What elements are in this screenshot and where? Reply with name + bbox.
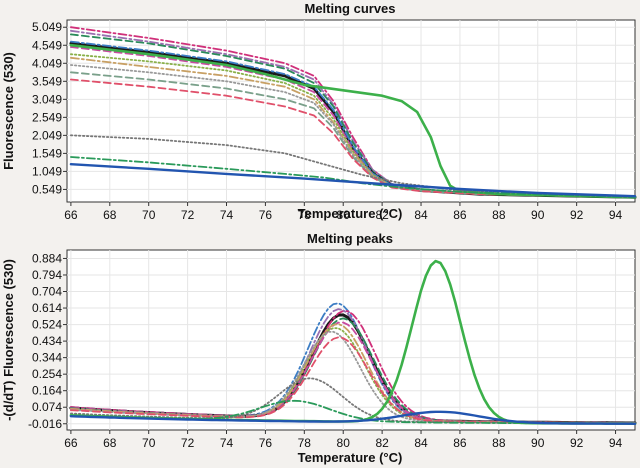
x-tick-label: 90 xyxy=(531,436,545,450)
series-line xyxy=(70,78,636,199)
x-tick-label: 82 xyxy=(375,436,389,450)
y-tick-label: 0.434 xyxy=(32,334,62,348)
y-tick-label: 4.049 xyxy=(32,56,62,70)
x-tick-label: 76 xyxy=(259,436,273,450)
x-tick-label: 92 xyxy=(570,436,584,450)
x-tick-label: 90 xyxy=(531,208,545,222)
x-tick-label: 88 xyxy=(492,208,506,222)
plot-area xyxy=(66,19,636,203)
y-tick-label: 5.049 xyxy=(32,20,62,34)
x-tick-label: 66 xyxy=(64,208,78,222)
x-tick-label: 92 xyxy=(570,208,584,222)
y-tick-label: -0.016 xyxy=(28,417,62,431)
y-tick-label: 0.164 xyxy=(32,384,62,398)
x-tick-label: 82 xyxy=(375,208,389,222)
y-axis-title: Fluorescence (530) xyxy=(1,52,16,170)
series-line xyxy=(69,163,637,198)
x-tick-label: 76 xyxy=(259,208,273,222)
y-tick-label: 1.549 xyxy=(32,146,62,160)
x-axis-ticks: 66 68 70 72 74 76 78 80 82 84 86 88 90 92 94 xyxy=(64,430,623,450)
y-tick-label: 0.549 xyxy=(32,182,62,196)
y-tick-label: 0.524 xyxy=(32,318,62,332)
x-tick-label: 80 xyxy=(337,208,351,222)
x-tick-label: 78 xyxy=(298,208,312,222)
x-tick-label: 70 xyxy=(142,208,156,222)
x-axis-title: Temperature (°C) xyxy=(298,206,403,221)
y-tick-label: 3.049 xyxy=(32,92,62,106)
y-axis-ticks: -0.016 0.074 0.164 0.254 0.344 0.434 0.524 0.61… xyxy=(28,251,67,431)
series-line xyxy=(70,134,636,199)
x-tick-label: 72 xyxy=(181,436,195,450)
y-tick-label: 0.344 xyxy=(32,351,62,365)
x-tick-label: 84 xyxy=(414,436,428,450)
y-tick-label: 0.704 xyxy=(32,285,62,299)
y-tick-label: 0.614 xyxy=(32,301,62,315)
y-tick-label: 0.884 xyxy=(32,251,62,265)
x-tick-label: 94 xyxy=(609,436,623,450)
y-tick-label: 4.549 xyxy=(32,38,62,52)
x-tick-label: 72 xyxy=(181,208,195,222)
x-tick-label: 70 xyxy=(142,436,156,450)
x-tick-label: 86 xyxy=(453,436,467,450)
y-axis-ticks: 0.549 1.049 1.549 2.049 2.549 3.049 3.549 4.049… xyxy=(32,20,67,196)
x-axis-ticks: 66 68 70 72 74 76 78 80 82 84 86 88 90 92 94 xyxy=(64,202,623,222)
chart-title: Melting peaks xyxy=(307,231,393,246)
y-tick-label: 0.254 xyxy=(32,367,62,381)
x-tick-label: 86 xyxy=(453,208,467,222)
y-axis-title: -(d/dT) Fluorescence (530) xyxy=(1,259,16,421)
y-tick-label: 2.049 xyxy=(32,128,62,142)
x-tick-label: 66 xyxy=(64,436,78,450)
series-line xyxy=(70,156,636,199)
x-tick-label: 74 xyxy=(220,436,234,450)
x-tick-label: 84 xyxy=(414,208,428,222)
y-tick-label: 2.549 xyxy=(32,110,62,124)
melting-curves-chart: Melting curves 66 68 70 72 74 76 78 80 82 84 86 88 9… xyxy=(1,1,637,222)
x-tick-label: 80 xyxy=(337,436,351,450)
series-group xyxy=(69,259,637,425)
x-tick-label: 74 xyxy=(220,208,234,222)
y-tick-label: 0.794 xyxy=(32,268,62,282)
y-tick-label: 0.074 xyxy=(32,400,62,414)
x-tick-label: 94 xyxy=(609,208,623,222)
x-tick-label: 78 xyxy=(298,436,312,450)
x-tick-label: 68 xyxy=(103,436,117,450)
y-tick-label: 1.049 xyxy=(32,164,62,178)
chart-title: Melting curves xyxy=(304,1,395,16)
x-tick-label: 68 xyxy=(103,208,117,222)
y-tick-label: 3.549 xyxy=(32,74,62,88)
series-line xyxy=(69,410,637,425)
melting-peaks-chart: Melting peaks 66 68 70 72 74 76 78 80 82 84 86 88 90… xyxy=(1,231,637,465)
x-axis-title: Temperature (°C) xyxy=(298,450,403,465)
x-tick-label: 88 xyxy=(492,436,506,450)
gridlines xyxy=(67,250,635,430)
series-group xyxy=(69,26,637,199)
